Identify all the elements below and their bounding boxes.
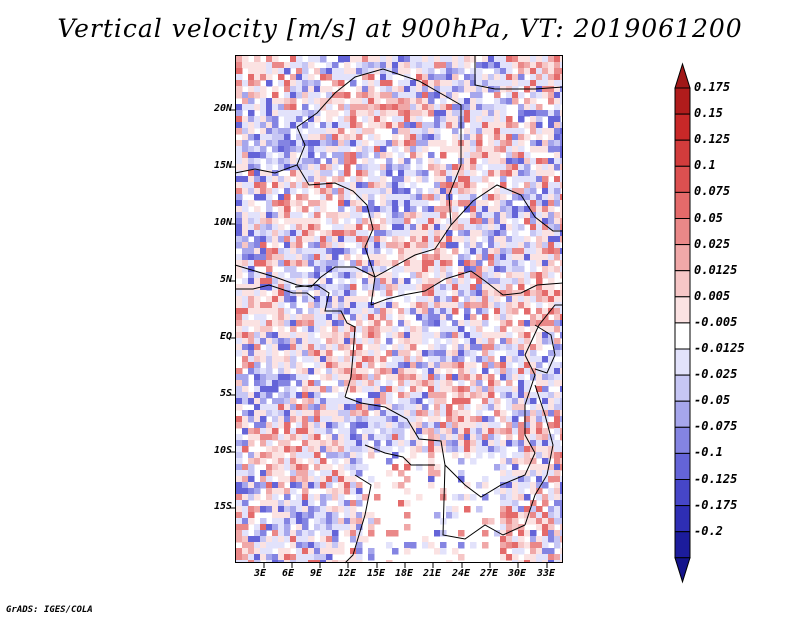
border-line	[474, 55, 564, 90]
colorbar-swatch	[674, 452, 691, 480]
colorbar-swatch	[674, 218, 691, 246]
lon-label: 3E	[254, 568, 267, 579]
lon-label: 12E	[338, 568, 357, 579]
map-panel	[235, 55, 563, 563]
border-line	[374, 184, 563, 278]
colorbar-label: 0.075	[694, 184, 731, 199]
field-cells	[236, 56, 562, 562]
colorbar-label: 0.005	[694, 288, 731, 303]
border-line	[370, 270, 564, 306]
colorbar-swatch	[674, 479, 691, 507]
colorbar-label: -0.125	[694, 471, 738, 486]
lat-label: 10S	[213, 445, 232, 456]
colorbar-label: 0.05	[694, 210, 723, 225]
border-line	[524, 384, 554, 526]
colorbar-swatch	[674, 374, 691, 402]
colorbar-swatch	[674, 400, 691, 428]
colorbar-label: -0.05	[694, 393, 731, 408]
border-line	[444, 304, 563, 498]
lat-label: 20N	[213, 103, 232, 114]
lon-label: 33E	[537, 568, 556, 579]
border-line	[234, 264, 376, 288]
colorbar-label: 0.025	[694, 236, 731, 251]
border-line	[296, 164, 376, 306]
lat-label: 15N	[213, 160, 232, 171]
country-borders	[234, 55, 564, 564]
colorbar-swatch	[674, 191, 691, 219]
lat-label: 5S	[219, 388, 232, 399]
colorbar-top-arrow	[674, 62, 691, 89]
colorbar-swatch	[674, 139, 691, 167]
frame-ticks	[230, 109, 548, 568]
lon-label: 18E	[395, 568, 414, 579]
colorbar-label: -0.175	[694, 497, 738, 512]
colorbar-label: 0.15	[694, 106, 723, 121]
colorbar-label: 0.0125	[694, 262, 738, 277]
colorbar-swatches	[674, 62, 691, 584]
colorbar-label: -0.0125	[694, 341, 745, 355]
colorbar-swatch	[674, 87, 691, 115]
border-line	[364, 444, 435, 466]
colorbar-label: 0.175	[694, 80, 731, 94]
colorbar-swatch	[674, 531, 691, 559]
vertical-velocity-field	[236, 56, 562, 562]
lon-label: 27E	[480, 568, 499, 579]
colorbar-label: 0.1	[694, 158, 716, 173]
border-line	[534, 324, 556, 374]
colorbar-label: -0.025	[694, 367, 738, 382]
border-line	[344, 396, 526, 540]
grads-credit: GrADS: IGES/COLA	[6, 605, 93, 615]
colorbar-swatch	[674, 322, 691, 350]
colorbar-swatch	[674, 270, 691, 298]
lon-label: 21E	[423, 568, 442, 579]
colorbar-swatch	[674, 244, 691, 272]
colorbar-label: -0.1	[694, 445, 723, 460]
colorbar-label: -0.005	[694, 314, 738, 329]
colorbar-swatch	[674, 113, 691, 141]
map-title: Vertical velocity [m/s] at 900hPa, VT: 2…	[57, 14, 743, 43]
colorbar-label: -0.2	[694, 523, 723, 538]
colorbar-swatch	[674, 296, 691, 324]
lat-label: 15S	[213, 501, 232, 512]
colorbar-label: 0.125	[694, 132, 731, 147]
colorbar-swatch	[674, 165, 691, 193]
colorbar-swatch	[674, 348, 691, 376]
colorbar-bottom-arrow	[674, 557, 691, 584]
lon-label: 24E	[452, 568, 471, 579]
lat-label: 5N	[219, 274, 232, 285]
border-line	[235, 284, 316, 300]
lon-label: 6E	[282, 568, 295, 579]
lon-label: 9E	[310, 568, 323, 579]
colorbar-swatch	[674, 505, 691, 533]
lon-label: 15E	[367, 568, 386, 579]
border-line	[294, 284, 356, 398]
lat-label: EQ	[219, 331, 232, 342]
border-line	[344, 474, 372, 564]
border-line	[234, 68, 462, 226]
colorbar-label: -0.075	[694, 419, 738, 434]
colorbar-swatch	[674, 426, 691, 454]
lat-label: 10N	[213, 217, 232, 228]
lon-label: 30E	[508, 568, 527, 579]
